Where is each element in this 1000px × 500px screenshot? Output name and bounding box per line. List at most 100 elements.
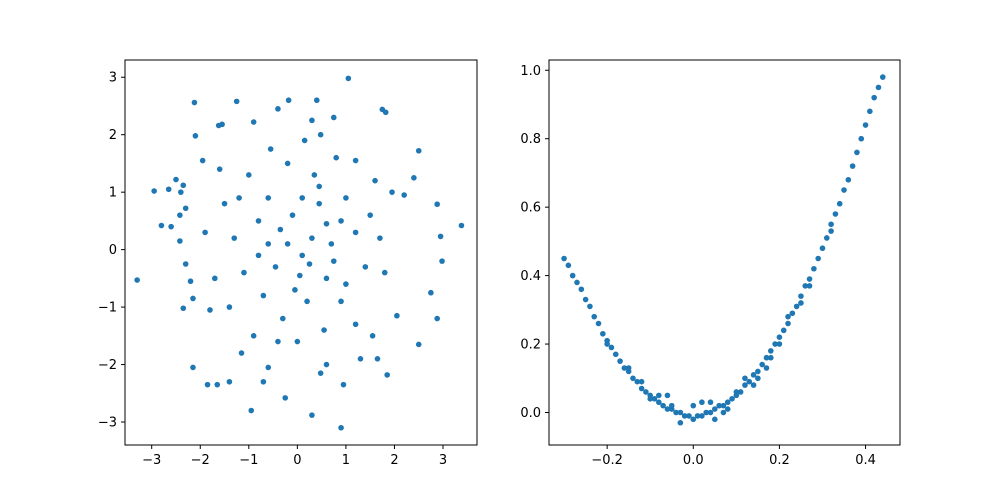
data-point — [439, 258, 445, 264]
data-point — [664, 406, 671, 412]
data-point — [712, 406, 718, 412]
data-point — [267, 146, 274, 152]
data-point — [591, 313, 598, 320]
data-point — [690, 402, 697, 409]
x-tick-label: 2 — [390, 453, 398, 468]
data-point — [604, 341, 610, 347]
data-point — [437, 233, 444, 240]
data-point — [428, 289, 434, 296]
data-point — [352, 321, 359, 328]
data-point — [434, 315, 440, 322]
data-point — [226, 378, 233, 385]
data-point — [815, 255, 821, 262]
data-point — [832, 211, 839, 217]
data-point — [173, 176, 179, 183]
data-point — [316, 200, 323, 207]
data-point — [746, 378, 753, 385]
data-point — [690, 416, 697, 423]
data-point — [612, 351, 619, 358]
data-point — [716, 402, 722, 409]
data-point — [304, 298, 310, 305]
data-points — [561, 74, 886, 426]
data-point — [367, 212, 373, 218]
data-point — [231, 235, 238, 241]
data-point — [381, 269, 388, 276]
data-point — [284, 241, 291, 247]
data-point — [338, 424, 344, 431]
data-point — [768, 354, 774, 361]
data-point — [292, 287, 298, 293]
data-points — [134, 75, 465, 431]
y-tick-label: −1 — [98, 301, 117, 316]
data-point — [369, 333, 376, 339]
data-point — [664, 392, 671, 399]
data-point — [289, 212, 296, 218]
y-tick-label: −2 — [98, 358, 117, 373]
data-point — [272, 264, 279, 270]
data-point — [226, 304, 233, 310]
data-point — [296, 272, 303, 279]
data-point — [279, 315, 286, 322]
data-point — [182, 261, 189, 267]
data-point — [317, 131, 324, 138]
data-point — [275, 338, 281, 345]
data-point — [574, 279, 580, 286]
data-point — [352, 157, 359, 164]
x-tick-label: 0.4 — [855, 453, 876, 468]
data-point — [187, 278, 194, 285]
y-tick-label: 0.4 — [520, 269, 541, 284]
data-point — [357, 356, 364, 362]
data-point — [565, 262, 572, 269]
data-point — [384, 372, 390, 378]
data-point — [221, 200, 228, 207]
data-point — [828, 228, 834, 234]
scatter-chart-right: −0.2 0.0 0.2 0.4 0.0 0.2 0.4 0.6 0.8 1.0 — [520, 59, 901, 468]
data-point — [845, 176, 852, 183]
y-tick-label: 0.8 — [520, 132, 541, 147]
data-point — [780, 327, 787, 334]
data-point — [785, 313, 791, 320]
axes-frame — [548, 59, 901, 446]
data-point — [707, 399, 714, 406]
data-point — [759, 361, 765, 368]
data-point — [233, 98, 240, 105]
data-point — [165, 186, 172, 193]
data-point — [651, 396, 658, 402]
data-point — [871, 94, 877, 101]
data-point — [798, 293, 804, 299]
data-point — [677, 419, 684, 426]
data-point — [372, 177, 378, 184]
data-point — [785, 320, 791, 327]
data-point — [561, 255, 567, 262]
data-point — [321, 327, 327, 333]
x-tick-label: 0 — [293, 453, 301, 468]
data-point — [806, 283, 813, 289]
data-point — [638, 378, 645, 385]
data-point — [750, 372, 757, 378]
x-tick-label: −1 — [239, 453, 258, 468]
data-point — [333, 154, 340, 161]
data-point — [250, 119, 257, 125]
data-point — [343, 195, 349, 201]
y-tick-label: 0 — [109, 243, 117, 258]
data-point — [382, 109, 389, 116]
data-point — [158, 222, 165, 229]
data-point — [768, 348, 774, 354]
data-point — [656, 399, 662, 406]
data-point — [241, 269, 247, 276]
data-point — [343, 281, 349, 287]
data-point — [352, 229, 359, 236]
y-tick-label: 0.2 — [520, 338, 541, 353]
data-point — [204, 381, 211, 388]
data-point — [703, 409, 709, 416]
data-point — [720, 409, 727, 416]
data-point — [338, 298, 344, 305]
data-point — [180, 182, 187, 189]
data-point — [294, 338, 301, 345]
data-point — [694, 413, 701, 419]
data-point — [282, 395, 289, 401]
data-point — [776, 334, 783, 341]
data-point — [255, 252, 262, 259]
y-tick-label: 0.6 — [520, 201, 541, 216]
